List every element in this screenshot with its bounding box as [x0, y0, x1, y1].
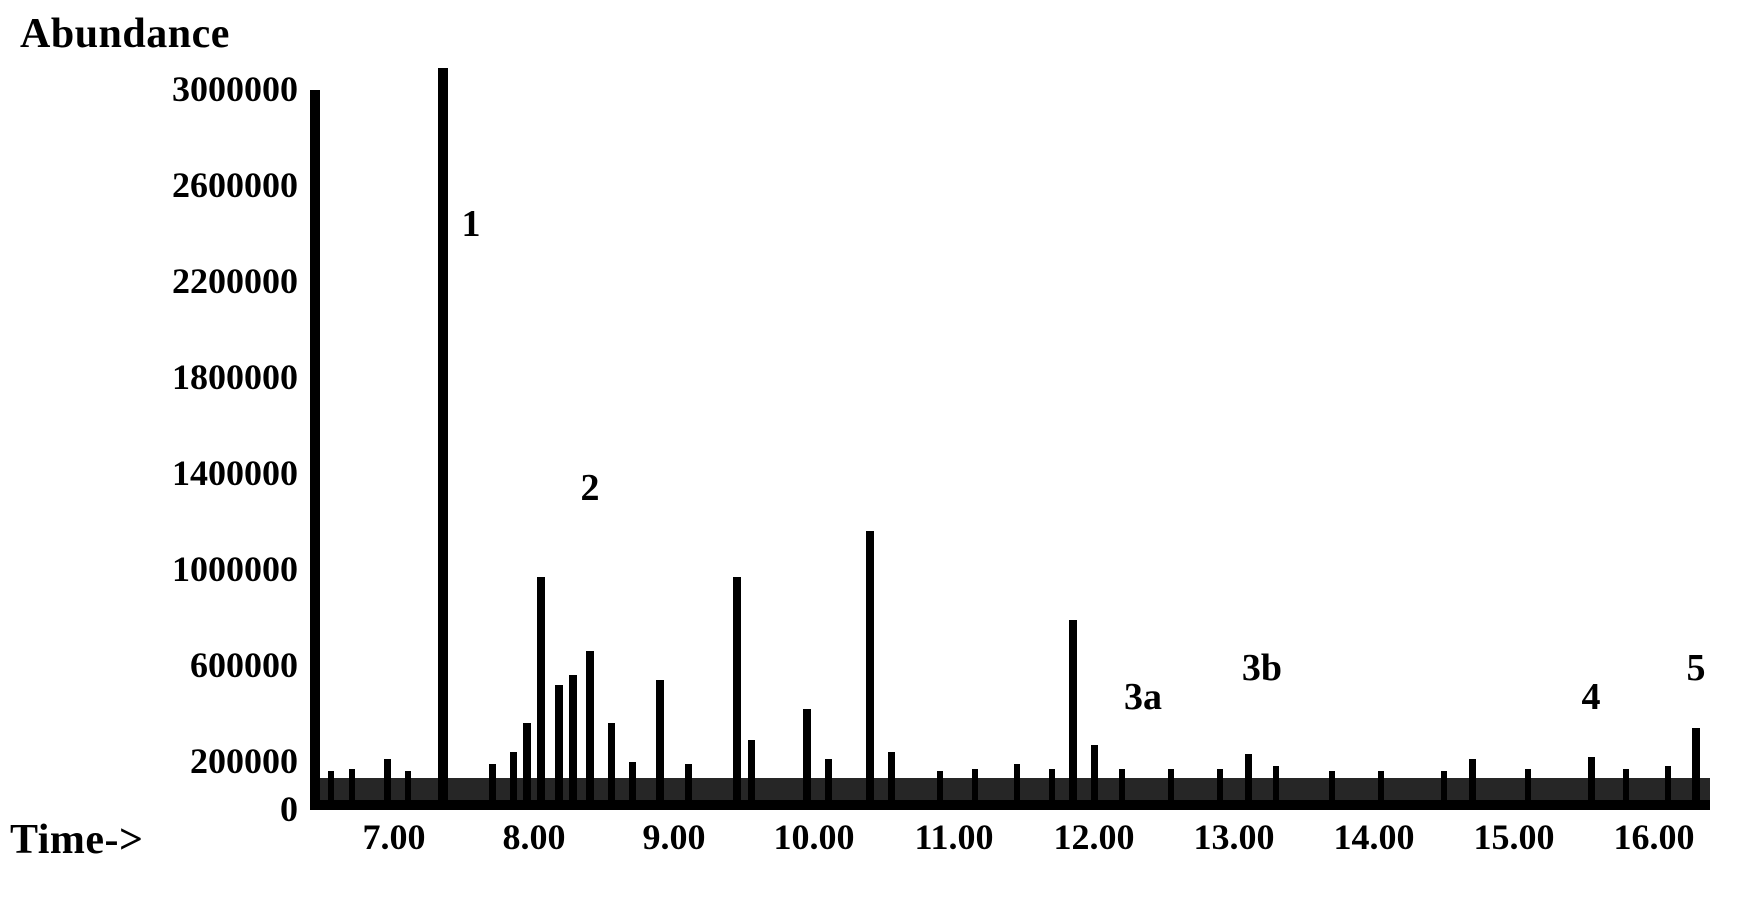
chromatogram-peak	[569, 675, 577, 800]
x-tick-label: 12.00	[1054, 816, 1135, 858]
x-tick-label: 13.00	[1194, 816, 1275, 858]
peak-annotation: 4	[1582, 675, 1601, 719]
chromatogram-peak	[866, 531, 874, 800]
chromatogram-peak	[656, 680, 664, 800]
peak-annotation: 3b	[1242, 646, 1282, 690]
chromatogram-peak	[384, 759, 391, 800]
chromatogram-peak	[1069, 620, 1077, 800]
chromatogram-peak	[1588, 757, 1595, 800]
peak-annotation: 2	[581, 466, 600, 510]
chromatogram-peak	[1091, 745, 1098, 800]
y-tick-label: 2600000	[118, 164, 298, 206]
chromatogram-peak	[1469, 759, 1476, 800]
x-tick-label: 9.00	[643, 816, 706, 858]
x-tick-label: 11.00	[914, 816, 993, 858]
chromatogram-peak	[1665, 766, 1671, 800]
chromatogram-peak	[523, 723, 531, 800]
x-axis-line	[310, 800, 1710, 810]
chromatogram-peak	[888, 752, 895, 800]
chromatogram-peak	[803, 709, 811, 800]
chromatogram-peak	[1245, 754, 1252, 800]
chromatogram-peak	[1623, 769, 1629, 800]
chromatogram-peak	[748, 740, 755, 800]
chromatogram-peak	[629, 762, 636, 800]
y-tick-label: 0	[118, 788, 298, 830]
chromatogram-peak	[1525, 769, 1531, 800]
chromatogram-peak	[1329, 771, 1335, 800]
peak-annotation: 5	[1687, 646, 1706, 690]
chromatogram-peak	[1441, 771, 1447, 800]
plot-area: 1 2 3a 3b 4 5	[310, 90, 1710, 810]
x-tick-label: 16.00	[1614, 816, 1695, 858]
x-tick-label: 7.00	[363, 816, 426, 858]
chromatogram-peak	[937, 771, 943, 800]
chromatogram-peak	[1119, 769, 1125, 800]
y-tick-label: 3000000	[118, 68, 298, 110]
chromatogram-peak	[1014, 764, 1020, 800]
chromatogram-peak	[1378, 771, 1384, 800]
chromatogram-peak	[1273, 766, 1279, 800]
y-tick-label: 1800000	[118, 356, 298, 398]
chromatogram-peak	[608, 723, 615, 800]
y-axis-title: Abundance	[20, 10, 230, 58]
chromatogram-peak	[555, 685, 563, 800]
y-tick-label: 2200000	[118, 260, 298, 302]
chromatogram-peak	[405, 771, 411, 800]
chromatogram-peak	[685, 764, 692, 800]
chromatogram-peak	[1049, 769, 1055, 800]
baseline-noise	[310, 778, 1710, 800]
y-axis-line	[310, 90, 320, 810]
chromatogram-peak	[328, 771, 334, 800]
chromatogram-peak	[972, 769, 978, 800]
peak-annotation: 3a	[1124, 675, 1162, 719]
chromatogram-peak	[489, 764, 496, 800]
chromatogram-peak	[1217, 769, 1223, 800]
chromatogram-peak	[1168, 769, 1174, 800]
peak-annotation: 1	[462, 202, 481, 246]
y-tick-label: 1400000	[118, 452, 298, 494]
x-tick-label: 10.00	[774, 816, 855, 858]
chromatogram-peak	[825, 759, 832, 800]
chromatogram-figure: Abundance Time-> 123a3b45 02000006000001…	[0, 0, 1756, 921]
x-tick-label: 14.00	[1334, 816, 1415, 858]
y-tick-label: 600000	[118, 644, 298, 686]
chromatogram-peak	[537, 577, 545, 800]
chromatogram-peak	[733, 577, 741, 800]
x-tick-label: 8.00	[503, 816, 566, 858]
chromatogram-peak	[1692, 728, 1700, 800]
chromatogram-peak	[349, 769, 355, 800]
chromatogram-peak	[510, 752, 517, 800]
y-tick-label: 1000000	[118, 548, 298, 590]
x-tick-label: 15.00	[1474, 816, 1555, 858]
chromatogram-peak	[438, 68, 448, 800]
chromatogram-peak	[586, 651, 594, 800]
y-tick-label: 200000	[118, 740, 298, 782]
